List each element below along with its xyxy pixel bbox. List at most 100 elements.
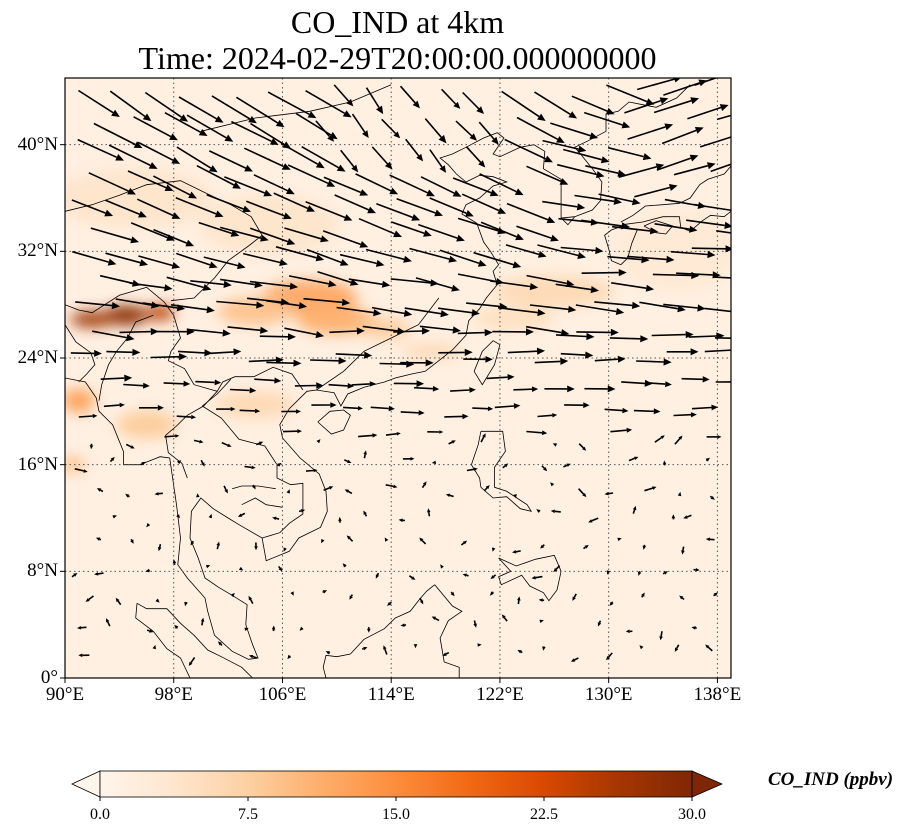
wind-arrow bbox=[448, 440, 456, 445]
y-tick-label: 24°N bbox=[17, 347, 58, 368]
wind-arrow bbox=[109, 90, 152, 122]
wind-arrow-shaft bbox=[88, 172, 130, 192]
wind-arrow bbox=[466, 467, 478, 472]
wind-arrow-head bbox=[544, 155, 553, 163]
wind-arrow-shaft bbox=[535, 575, 543, 579]
wind-arrow bbox=[604, 407, 629, 414]
wind-arrow-shaft bbox=[654, 436, 662, 443]
wind-arrow bbox=[517, 650, 523, 654]
wind-arrow-shaft bbox=[284, 227, 322, 240]
wind-arrow bbox=[153, 175, 197, 199]
wind-arrow-head bbox=[286, 489, 290, 494]
wind-arrow bbox=[349, 594, 354, 600]
wind-arrow bbox=[246, 200, 292, 220]
wind-arrow-head bbox=[393, 131, 401, 139]
wind-arrow-shaft bbox=[583, 546, 586, 550]
wind-arrow-shaft bbox=[645, 381, 666, 385]
wind-arrow-head bbox=[293, 359, 302, 367]
wind-arrow bbox=[525, 325, 570, 337]
wind-arrow bbox=[75, 301, 120, 310]
wind-arrow-head bbox=[440, 310, 449, 318]
wind-arrow bbox=[342, 563, 347, 568]
wind-arrow-head bbox=[289, 282, 299, 290]
wind-arrow-head bbox=[115, 154, 124, 161]
wind-arrow bbox=[177, 349, 213, 357]
wind-arrow bbox=[103, 402, 125, 408]
wind-arrow-head bbox=[464, 348, 473, 356]
wind-arrow-shaft bbox=[216, 545, 219, 550]
wind-arrow-head bbox=[550, 234, 559, 242]
wind-arrow bbox=[505, 244, 547, 258]
wind-arrow-head bbox=[507, 374, 515, 381]
wind-arrow-head bbox=[287, 654, 292, 660]
wind-arrow-head bbox=[283, 212, 292, 220]
wind-arrow-head bbox=[473, 623, 477, 628]
wind-arrow bbox=[383, 645, 388, 655]
wind-arrow-head bbox=[679, 595, 684, 600]
wind-arrow-shaft bbox=[371, 146, 389, 165]
wind-arrow bbox=[441, 88, 461, 109]
wind-arrow-shaft bbox=[190, 280, 224, 286]
wind-arrow bbox=[491, 547, 496, 552]
wind-arrow bbox=[78, 413, 98, 419]
wind-arrow bbox=[578, 443, 587, 451]
wind-arrow bbox=[335, 351, 373, 359]
wind-arrow bbox=[311, 402, 337, 408]
wind-arrow-head bbox=[669, 184, 678, 191]
wind-arrow bbox=[244, 465, 256, 470]
wind-arrow-head bbox=[298, 302, 308, 310]
wind-arrow-shaft bbox=[656, 157, 692, 171]
wind-arrow-head bbox=[484, 329, 493, 337]
wind-arrow bbox=[457, 329, 493, 337]
wind-arrow bbox=[560, 351, 594, 359]
wind-arrow-shaft bbox=[437, 307, 473, 314]
wind-arrow-head bbox=[315, 161, 325, 169]
wind-arrow bbox=[284, 327, 325, 339]
wind-arrow-shaft bbox=[663, 303, 698, 309]
wind-arrow bbox=[273, 192, 315, 212]
wind-arrow bbox=[421, 481, 427, 489]
wind-arrow bbox=[208, 513, 212, 519]
wind-arrow-shaft bbox=[71, 199, 106, 214]
wind-arrow bbox=[405, 138, 424, 162]
wind-arrow bbox=[248, 356, 284, 364]
wind-arrow bbox=[429, 149, 447, 173]
wind-arrow-head bbox=[617, 355, 626, 363]
wind-arrow-head bbox=[588, 519, 593, 523]
wind-arrow bbox=[683, 514, 692, 519]
wind-arrow-head bbox=[346, 535, 351, 540]
wind-arrow-shaft bbox=[90, 227, 132, 241]
wind-arrow bbox=[654, 223, 698, 233]
wind-arrow-shaft bbox=[365, 248, 405, 261]
wind-arrow-head bbox=[92, 413, 98, 419]
wind-arrow-shaft bbox=[707, 646, 713, 652]
wind-arrow bbox=[334, 194, 376, 214]
wind-arrow bbox=[363, 510, 368, 517]
wind-arrow-head bbox=[248, 116, 257, 124]
wind-arrow-shaft bbox=[310, 359, 339, 362]
wind-arrow-shaft bbox=[280, 142, 319, 165]
wind-arrow-shaft bbox=[627, 126, 666, 140]
wind-arrow-head bbox=[705, 537, 710, 542]
wind-arrow bbox=[216, 406, 236, 412]
wind-arrow-head bbox=[423, 229, 432, 237]
wind-arrow-shaft bbox=[252, 655, 258, 659]
wind-arrow-shaft bbox=[627, 255, 667, 261]
wind-arrow bbox=[507, 347, 546, 355]
wind-arrow-shaft bbox=[315, 120, 331, 138]
wind-arrow-shaft bbox=[196, 164, 235, 186]
wind-arrow-shaft bbox=[396, 197, 436, 214]
wind-arrow-shaft bbox=[716, 114, 731, 121]
wind-arrow-shaft bbox=[267, 91, 310, 116]
wind-arrow bbox=[644, 486, 657, 492]
wind-arrow bbox=[316, 439, 321, 444]
wind-arrow-shaft bbox=[137, 141, 174, 161]
wind-arrow bbox=[174, 624, 179, 629]
wind-arrow bbox=[206, 194, 251, 213]
wind-arrow-head bbox=[705, 644, 710, 649]
wind-arrow-shaft bbox=[106, 621, 111, 627]
concentration-hotspot bbox=[146, 304, 175, 321]
wind-arrow bbox=[71, 573, 78, 578]
wind-arrow bbox=[152, 644, 156, 650]
wind-arrow-shaft bbox=[699, 136, 731, 148]
